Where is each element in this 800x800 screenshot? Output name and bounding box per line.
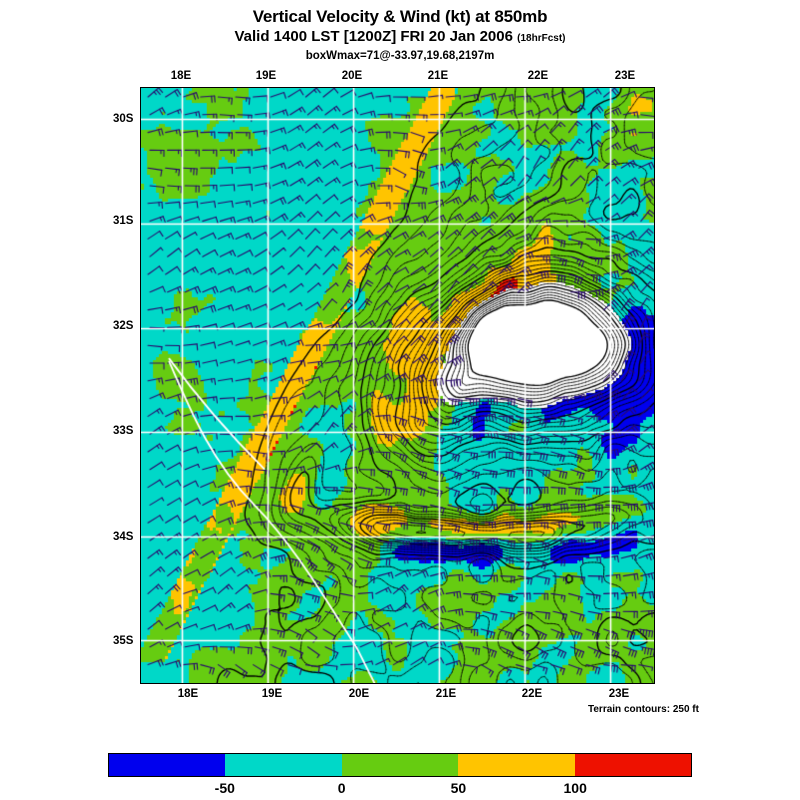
chart-subtitle-forecast-hour: (18hrFcst) — [517, 33, 566, 44]
axis-left-tick-3: 33S — [113, 425, 134, 437]
terrain-contour-note: Terrain contours: 250 ft — [588, 704, 699, 715]
axis-left-tick-0: 30S — [113, 113, 134, 125]
map-field-canvas — [141, 88, 654, 683]
axis-bottom-tick-3: 21E — [435, 688, 457, 700]
colorbar-tick-3: 100 — [563, 780, 587, 796]
axis-top-tick-4: 22E — [527, 70, 549, 82]
colorbar-tick-1: 0 — [337, 780, 346, 796]
colorbar-segment-amber — [458, 754, 575, 776]
axis-bottom-tick-2: 20E — [348, 688, 370, 700]
axis-bottom-tick-0: 18E — [177, 688, 199, 700]
chart-subtitle-main: Valid 1400 LST [1200Z] FRI 20 Jan 2006 — [234, 28, 513, 45]
chart-max-annotation: boxWmax=71@-33.97,19.68,2197m — [305, 50, 495, 62]
colorbar-tick-2: 50 — [450, 780, 467, 796]
colorbar-segment-cyan — [225, 754, 342, 776]
vertical-velocity-map-plot[interactable] — [140, 87, 655, 684]
axis-bottom-tick-4: 22E — [521, 688, 543, 700]
axis-top-tick-1: 19E — [255, 70, 277, 82]
colorbar-segment-red — [574, 754, 692, 776]
colorbar-tick-0: -50 — [214, 780, 235, 796]
axis-left-tick-2: 32S — [113, 320, 134, 332]
axis-top-tick-5: 23E — [614, 70, 636, 82]
axis-bottom-tick-5: 23E — [608, 688, 630, 700]
chart-subtitle: Valid 1400 LST [1200Z] FRI 20 Jan 2006 (… — [0, 28, 800, 48]
axis-top-tick-3: 21E — [427, 70, 449, 82]
colorbar-segment-deep-blue — [109, 754, 226, 776]
axis-left-tick-5: 35S — [113, 635, 134, 647]
axis-top-tick-2: 20E — [341, 70, 363, 82]
axis-bottom-tick-1: 19E — [261, 688, 283, 700]
colorbar-tick-labels: -50 0 50 100 — [108, 780, 692, 798]
axis-left-tick-4: 34S — [113, 531, 134, 543]
colorbar-segment-green — [341, 754, 459, 776]
title-block: Vertical Velocity & Wind (kt) at 850mb V… — [0, 0, 800, 63]
colorbar[interactable] — [108, 753, 692, 777]
page-title: Vertical Velocity & Wind (kt) at 850mb — [252, 7, 548, 26]
axis-left-tick-1: 31S — [113, 215, 134, 227]
axis-top-tick-0: 18E — [170, 70, 192, 82]
